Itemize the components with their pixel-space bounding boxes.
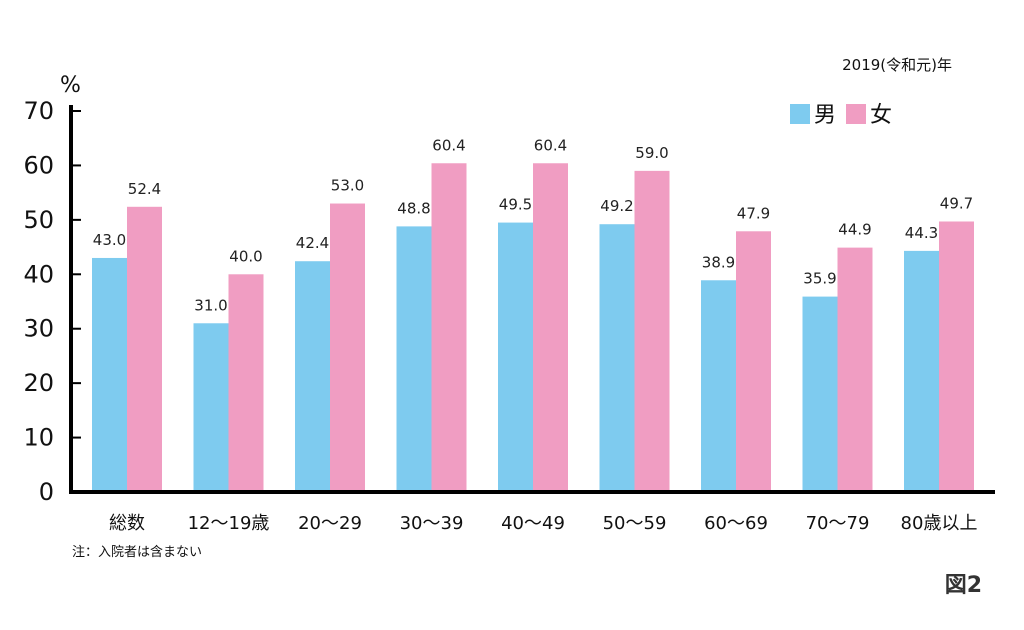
bar-male bbox=[295, 261, 330, 492]
y-tick-label: 60 bbox=[23, 151, 54, 179]
data-label: 42.4 bbox=[296, 234, 329, 252]
y-tick-label: 70 bbox=[23, 97, 54, 125]
x-tick-label: 30〜39 bbox=[400, 513, 464, 534]
y-axis-unit-label: % bbox=[60, 73, 81, 98]
data-label: 35.9 bbox=[803, 270, 836, 288]
data-label: 49.2 bbox=[600, 197, 633, 215]
bar-female bbox=[837, 247, 873, 492]
bar-female bbox=[228, 274, 264, 492]
bar-male bbox=[193, 323, 229, 492]
data-label: 60.4 bbox=[534, 136, 567, 154]
bar-male bbox=[701, 280, 736, 492]
data-label: 44.3 bbox=[905, 224, 938, 242]
legend-label-male: 男 bbox=[814, 103, 836, 128]
bar-female bbox=[127, 206, 162, 492]
bar-male bbox=[498, 222, 533, 493]
y-tick-label: 20 bbox=[23, 369, 54, 397]
x-tick-label: 20〜29 bbox=[298, 513, 362, 534]
data-label: 38.9 bbox=[702, 253, 735, 271]
y-tick-label: 0 bbox=[39, 478, 54, 506]
legend-swatch-male bbox=[790, 104, 810, 124]
bar-male bbox=[92, 257, 127, 492]
x-tick-label: 80歳以上 bbox=[901, 513, 978, 534]
bar-male bbox=[396, 226, 432, 493]
y-tick-label: 40 bbox=[23, 260, 54, 288]
data-label: 52.4 bbox=[128, 180, 161, 198]
x-tick-label: 40〜49 bbox=[501, 513, 565, 534]
bar-male bbox=[802, 296, 838, 492]
data-label: 44.9 bbox=[838, 221, 871, 239]
x-tick-label: 60〜69 bbox=[704, 513, 768, 534]
bar-female bbox=[533, 163, 568, 492]
data-label: 47.9 bbox=[737, 204, 770, 222]
data-label: 59.0 bbox=[635, 144, 668, 162]
data-label: 43.0 bbox=[93, 231, 126, 249]
legend-swatch-female bbox=[846, 104, 866, 124]
data-label: 31.0 bbox=[194, 296, 227, 314]
x-tick-label: 50〜59 bbox=[603, 513, 667, 534]
plot-area: 43.0 52.4 総数 31.0 40.0 12〜19歳 42.4 53.0 20〜29 48.… bbox=[23, 97, 995, 534]
x-tick-label: 総数 bbox=[109, 513, 145, 534]
bar-female bbox=[736, 231, 771, 492]
y-tick-label: 10 bbox=[23, 424, 54, 452]
footnote: 注：入院者は含まない bbox=[72, 544, 202, 560]
data-label: 60.4 bbox=[432, 136, 465, 154]
y-tick-label: 50 bbox=[23, 206, 54, 234]
legend-label-female: 女 bbox=[870, 103, 892, 128]
legend: 男 女 bbox=[790, 103, 892, 128]
bar-female bbox=[634, 170, 670, 492]
bar-male bbox=[599, 224, 635, 492]
bar-female bbox=[939, 221, 974, 493]
x-tick-label: 12〜19歳 bbox=[188, 513, 270, 534]
bar-male bbox=[904, 250, 939, 492]
bar-female bbox=[330, 203, 365, 492]
data-label: 49.5 bbox=[499, 196, 532, 214]
data-label: 48.8 bbox=[397, 199, 430, 217]
x-tick-label: 70〜79 bbox=[806, 513, 870, 534]
period-label: 2019(令和元)年 bbox=[842, 56, 952, 74]
figure-label: 図2 bbox=[945, 573, 982, 598]
data-label: 49.7 bbox=[940, 194, 973, 212]
data-label: 40.0 bbox=[229, 247, 262, 265]
data-label: 53.0 bbox=[331, 177, 364, 195]
bar-female bbox=[431, 163, 467, 492]
y-tick-label: 30 bbox=[23, 315, 54, 343]
